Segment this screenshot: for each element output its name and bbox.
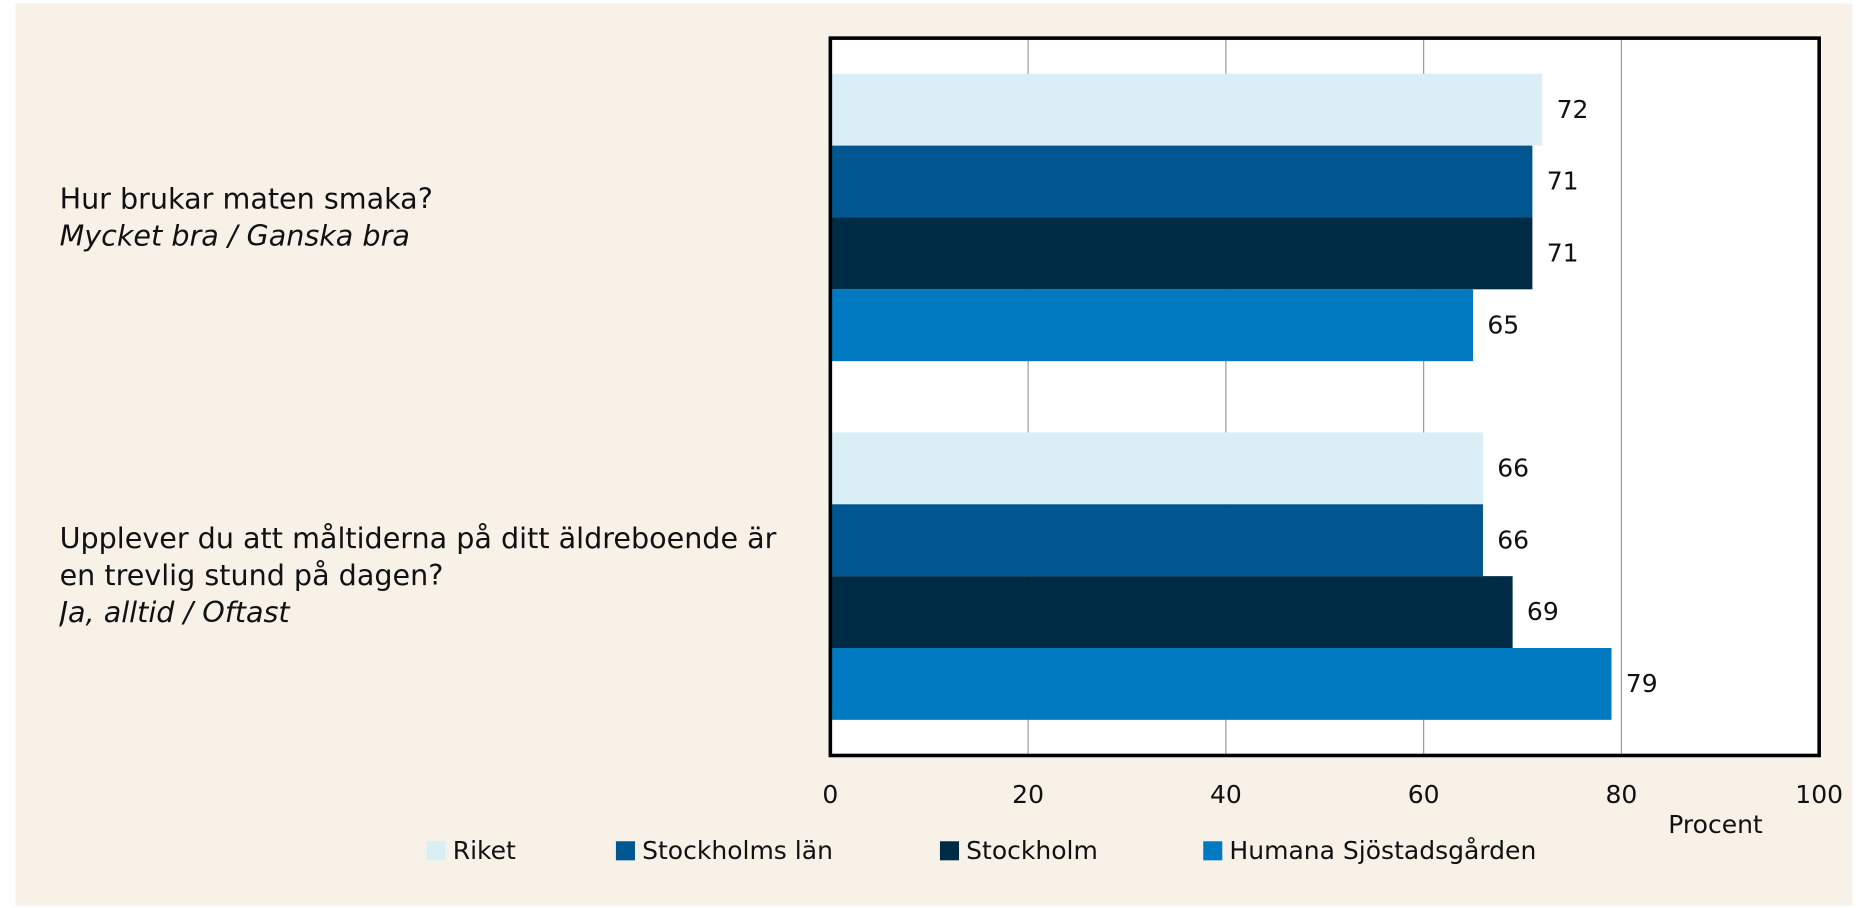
bar — [830, 145, 1533, 218]
value-label: 66 — [1497, 525, 1529, 554]
value-label: 72 — [1557, 95, 1589, 124]
legend-swatch — [426, 841, 446, 861]
category-question: Upplever du att måltiderna på ditt äldre… — [59, 521, 777, 593]
bar — [830, 289, 1474, 362]
x-tick-label: 40 — [1210, 780, 1242, 809]
legend-label: Stockholms län — [642, 836, 833, 865]
x-tick-label: 80 — [1605, 780, 1637, 809]
category-answer: Mycket bra / Ganska bra — [59, 218, 410, 253]
legend-label: Riket — [453, 836, 516, 865]
legend-label: Stockholm — [966, 836, 1098, 865]
category-question: Hur brukar maten smaka? — [59, 181, 433, 216]
value-label: 71 — [1547, 239, 1579, 268]
bar — [830, 432, 1483, 505]
category-text: Hur brukar maten smaka? Mycket bra / Gans… — [60, 181, 811, 255]
category-answer: Ja, alltid / Oftast — [59, 595, 290, 630]
x-tick-label: 0 — [822, 780, 838, 809]
category-text: Upplever du att måltiderna på ditt äldre… — [60, 521, 811, 632]
x-axis-label: Procent — [1668, 810, 1763, 839]
value-label: 79 — [1626, 669, 1658, 698]
bar — [830, 504, 1483, 577]
category-label: Upplever du att måltiderna på ditt äldre… — [60, 521, 811, 632]
legend-swatch — [939, 841, 960, 861]
x-tick-label: 100 — [1795, 780, 1843, 809]
bar — [830, 576, 1513, 648]
legend-swatch — [615, 841, 635, 861]
x-tick-label: 60 — [1408, 780, 1440, 809]
bars — [830, 73, 1612, 720]
value-label: 66 — [1497, 454, 1529, 483]
bar — [830, 73, 1543, 146]
plot-frame — [828, 36, 1821, 758]
bar — [830, 217, 1533, 290]
value-label: 69 — [1527, 597, 1559, 626]
legend-swatch — [1203, 841, 1223, 861]
legend-label: Humana Sjöstadsgården — [1229, 836, 1536, 865]
bar — [830, 647, 1612, 720]
value-label: 71 — [1547, 167, 1579, 196]
x-tick-label: 20 — [1012, 780, 1044, 809]
value-label: 65 — [1487, 310, 1519, 339]
category-label: Hur brukar maten smaka?Mycket bra / Gans… — [60, 181, 811, 255]
